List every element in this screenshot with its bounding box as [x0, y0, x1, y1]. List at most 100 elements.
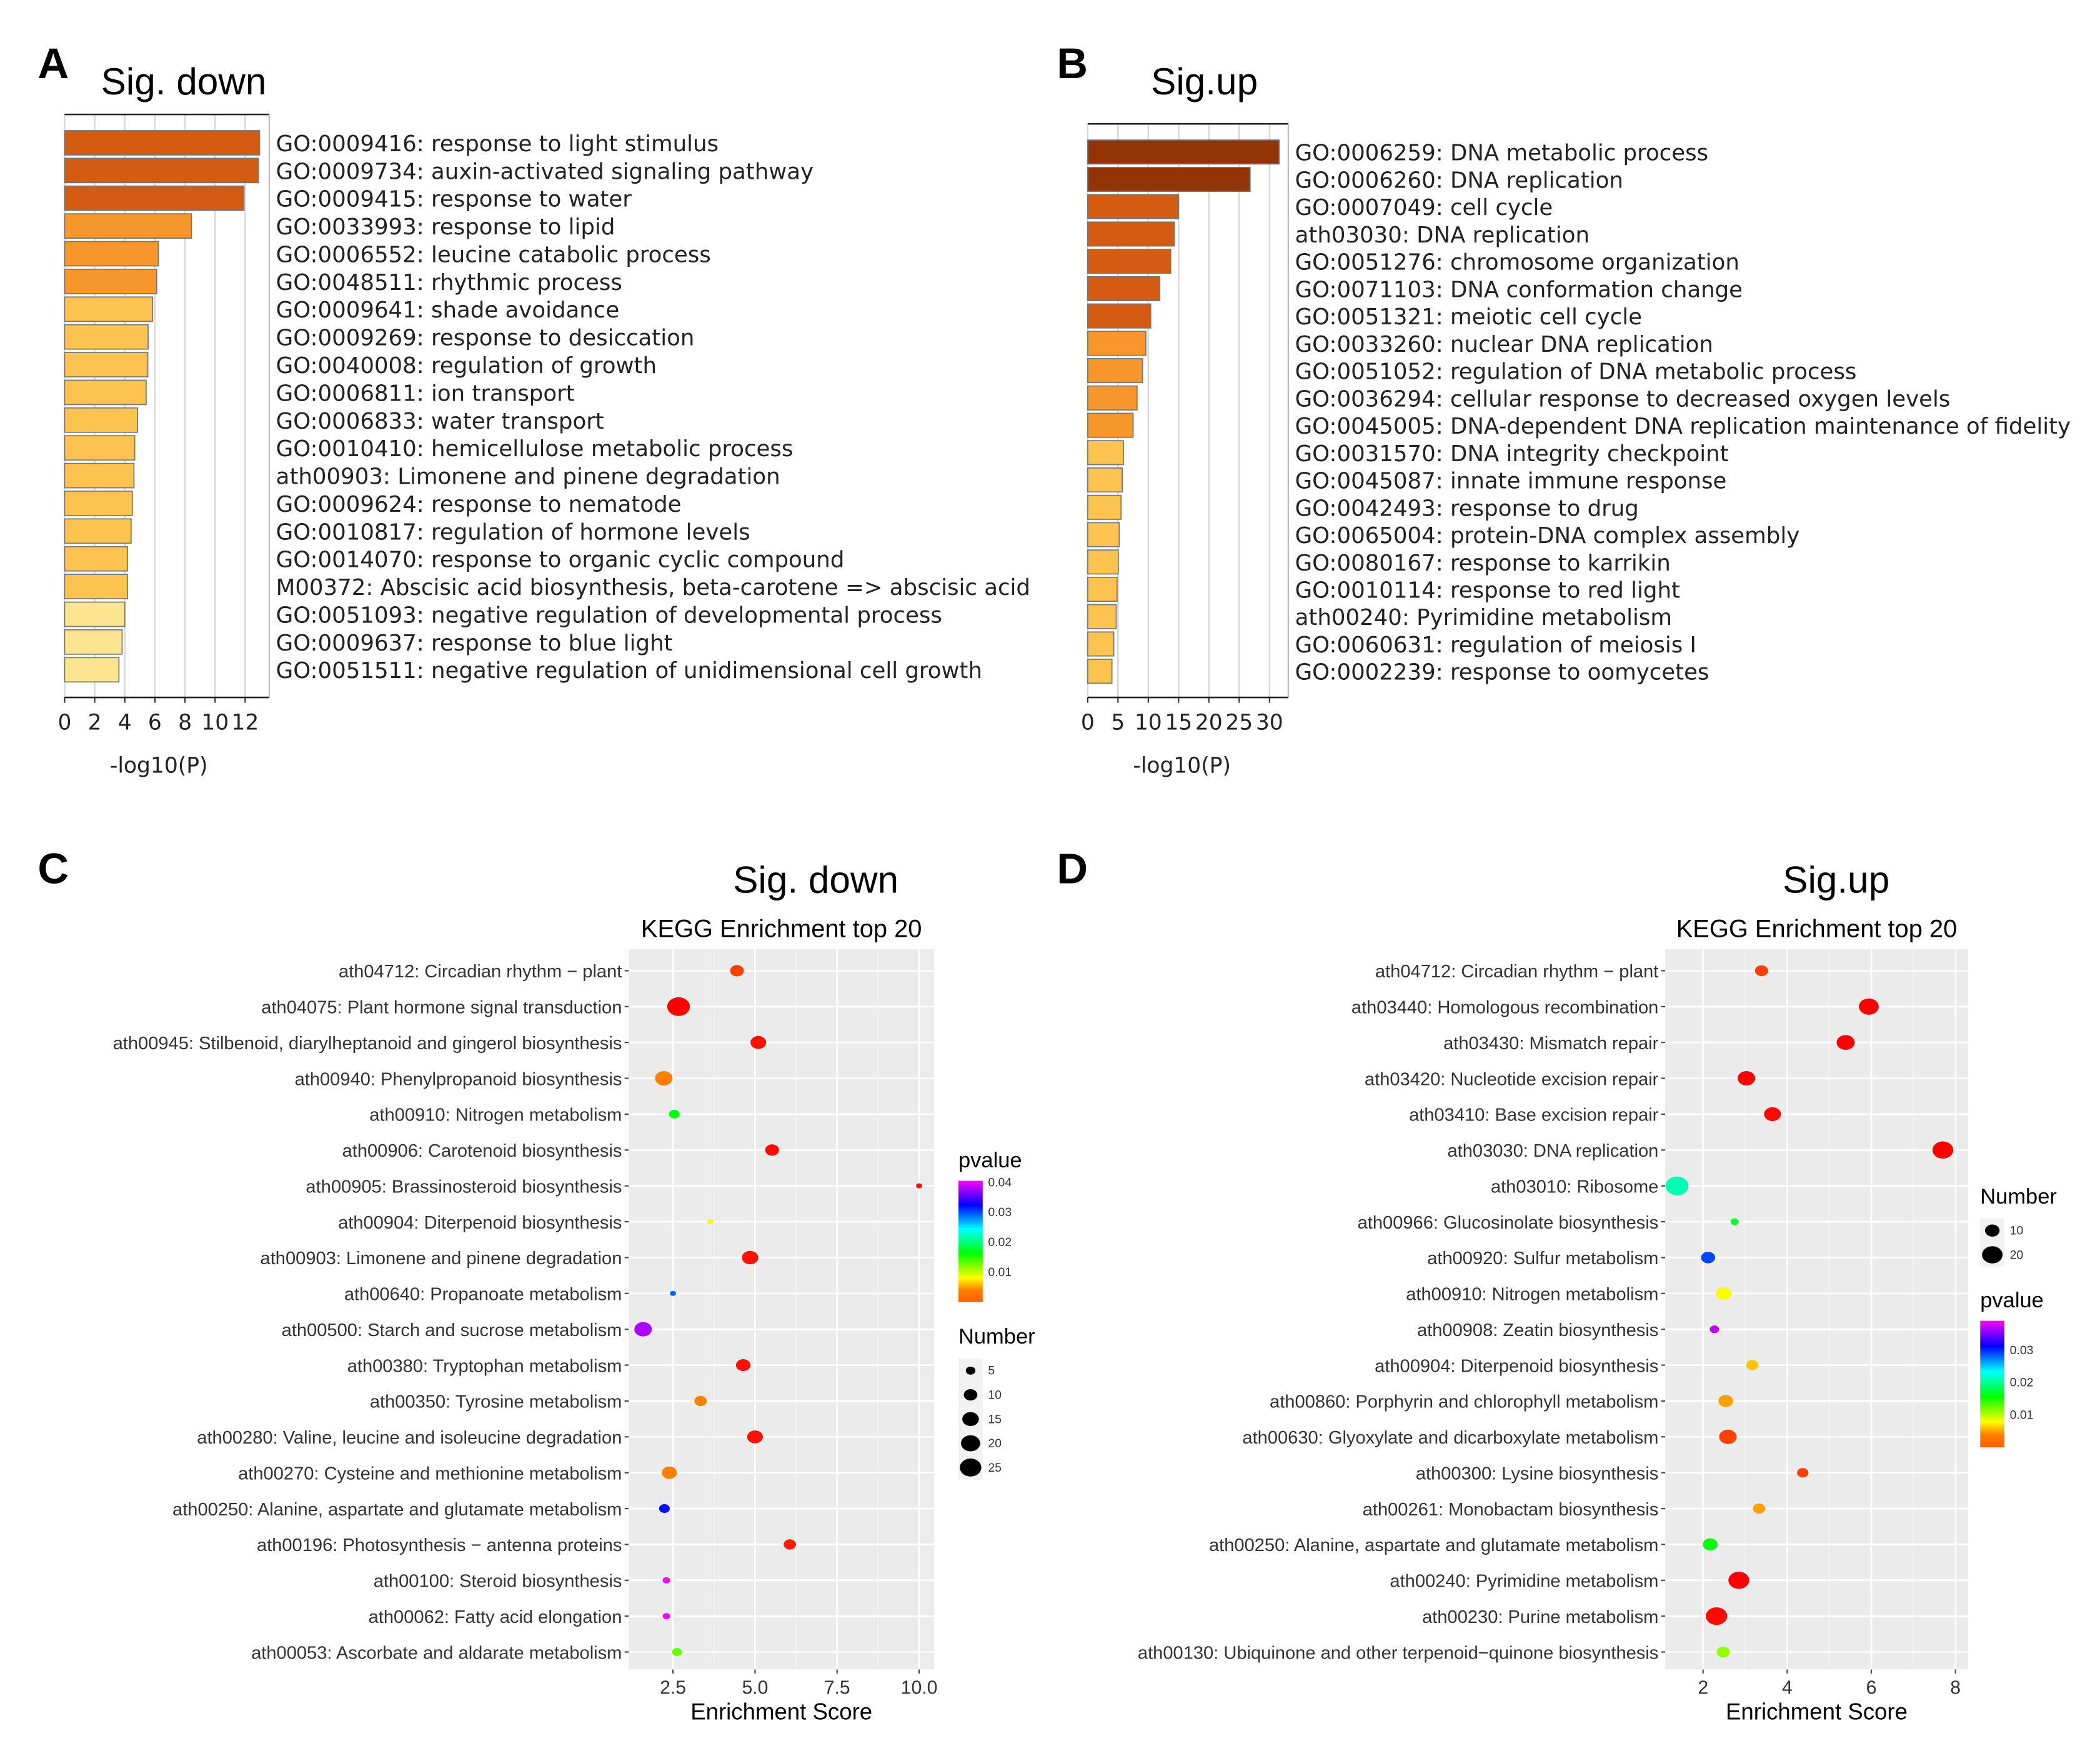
- data-point: [1753, 1503, 1766, 1514]
- bar: [1087, 440, 1124, 466]
- bar: [64, 352, 149, 377]
- y-tick-label: ath00920: Sulfur metabolism: [1427, 1249, 1658, 1269]
- data-point: [670, 1290, 677, 1296]
- bar-label: GO:0031570: DNA integrity checkpoint: [1295, 441, 1729, 467]
- pvalue-colorbar: [1980, 1320, 2005, 1448]
- y-tick-label: ath03410: Base excision repair: [1409, 1105, 1659, 1125]
- chart-title: Sig. down: [733, 858, 898, 900]
- bar-label: GO:0010410: hemicellulose metabolic proc…: [276, 436, 794, 462]
- bar: [64, 546, 128, 572]
- bar-label: GO:0009624: response to nematode: [276, 492, 682, 517]
- bar-label: ath03030: DNA replication: [1295, 222, 1590, 248]
- bar-label: GO:0006811: ion transport: [276, 381, 575, 406]
- plot-panel: [1665, 949, 1968, 1670]
- pvalue-legend-tick: 0.04: [988, 1175, 1012, 1189]
- y-tick-label: ath00910: Nitrogen metabolism: [369, 1105, 622, 1125]
- bar: [1087, 331, 1147, 356]
- data-point: [1728, 1572, 1749, 1589]
- bar: [1087, 303, 1152, 329]
- bar-label: GO:0033993: response to lipid: [276, 214, 615, 240]
- panel-a-bar-chart: Sig. down 0 2 4 6 8 10 12 GO:0009416: response t…: [57, 60, 1030, 779]
- y-tick-label: ath00250: Alanine, aspartate and glutama…: [1209, 1535, 1658, 1555]
- y-tick-label: ath04075: Plant hormone signal transduct…: [261, 998, 622, 1018]
- y-tick-label: ath03030: DNA replication: [1447, 1141, 1658, 1161]
- data-point: [662, 1613, 670, 1620]
- chart-subtitle: KEGG Enrichment top 20: [1676, 915, 1958, 943]
- bar-label: GO:0060631: regulation of meiosis I: [1295, 632, 1696, 658]
- number-legend-dot: [965, 1366, 976, 1375]
- bar: [1087, 659, 1113, 684]
- y-tick-label: ath04712: Circadian rhythm − plant: [339, 962, 622, 982]
- pvalue-legend-title: pvalue: [958, 1149, 1022, 1172]
- data-point: [1665, 1176, 1689, 1195]
- x-axis-title: -log10(P): [1133, 754, 1231, 779]
- data-point: [747, 1430, 764, 1444]
- y-tick-label: ath00910: Nitrogen metabolism: [1406, 1285, 1658, 1305]
- bar-label: GO:0009415: response to water: [276, 187, 632, 212]
- bar-label: GO:0036294: cellular response to decreas…: [1295, 386, 1951, 412]
- y-tick-label: ath00270: Cysteine and methionine metabo…: [238, 1464, 622, 1484]
- panel-label-d: D: [1057, 844, 1088, 892]
- number-legend-dot: [961, 1435, 980, 1452]
- data-point: [1836, 1035, 1855, 1050]
- bar-label: GO:0045005: DNA-dependent DNA replicatio…: [1295, 414, 2071, 439]
- bar: [64, 491, 133, 516]
- bar: [1087, 494, 1122, 520]
- bar-label: GO:0006833: water transport: [276, 409, 604, 434]
- x-tick-label: 4: [118, 711, 132, 736]
- data-point: [916, 1183, 923, 1189]
- x-tick-label: 20: [1195, 711, 1223, 736]
- y-tick-label: ath03010: Ribosome: [1491, 1177, 1658, 1197]
- data-point: [730, 965, 744, 977]
- bar: [64, 296, 154, 322]
- pvalue-colorbar: [958, 1180, 983, 1302]
- y-tick-label: ath00500: Starch and sucrose metabolism: [282, 1320, 622, 1340]
- y-tick-label: ath00300: Lysine biosynthesis: [1416, 1464, 1659, 1484]
- bar-label: GO:0048511: rhythmic process: [276, 270, 622, 296]
- x-tick-label: 2: [1698, 1677, 1708, 1698]
- pvalue-legend-tick: 0.01: [988, 1265, 1012, 1279]
- bar: [64, 157, 259, 184]
- x-tick-label: 10: [1135, 711, 1162, 736]
- x-axis-title: Enrichment Score: [690, 1699, 872, 1724]
- panel-label-a: A: [37, 39, 69, 87]
- pvalue-legend-tick: 0.03: [988, 1205, 1012, 1219]
- bar: [64, 601, 126, 627]
- data-point: [735, 1359, 751, 1372]
- bar: [1087, 221, 1175, 247]
- bar-label: GO:0033260: nuclear DNA replication: [1295, 332, 1713, 357]
- x-tick-label: 30: [1256, 711, 1283, 736]
- pvalue-legend-tick: 0.02: [2010, 1376, 2034, 1390]
- bar: [64, 241, 159, 267]
- bar-label: GO:0010114: response to red light: [1295, 577, 1680, 603]
- bar-label: GO:0051511: negative regulation of unidi…: [276, 658, 982, 684]
- y-tick-label: ath03440: Homologous recombination: [1351, 998, 1658, 1018]
- y-tick-label: ath00966: Glucosinolate biosynthesis: [1358, 1213, 1659, 1233]
- bar: [1087, 576, 1118, 602]
- data-point: [634, 1322, 652, 1337]
- y-tick-label: ath03430: Mismatch repair: [1443, 1034, 1659, 1054]
- y-tick-label: ath00130: Ubiquinone and other terpenoid…: [1138, 1643, 1658, 1663]
- x-axis-title: Enrichment Score: [1726, 1699, 1908, 1724]
- pvalue-legend-tick: 0.01: [2010, 1409, 2034, 1422]
- data-point: [1859, 998, 1879, 1015]
- panel-d-dot-plot: Sig.up KEGG Enrichment top 20 ath04712: Ci…: [1138, 858, 2057, 1724]
- number-legend-dot: [962, 1412, 979, 1426]
- data-point: [784, 1539, 796, 1550]
- panel-b-bar-chart: Sig.up 0 5 10 15 20 25 30 GO:0006259: DNA metabo…: [1081, 60, 2071, 779]
- x-tick-label: 0: [1081, 711, 1095, 736]
- bar: [1087, 412, 1134, 438]
- data-point: [672, 1648, 682, 1656]
- data-point: [669, 1109, 680, 1119]
- bar: [1087, 249, 1172, 274]
- bar-label: GO:0009269: response to desiccation: [276, 326, 695, 351]
- y-tick-label: ath00905: Brassinosteroid biosynthesis: [306, 1177, 622, 1197]
- y-tick-label: ath00196: Photosynthesis − antenna prote…: [257, 1535, 622, 1555]
- data-point: [1730, 1218, 1739, 1225]
- y-tick-label: ath00640: Propanoate metabolism: [344, 1285, 622, 1305]
- x-tick-label: 10.0: [901, 1677, 938, 1698]
- data-point: [662, 1577, 670, 1584]
- y-tick-label: ath00945: Stilbenoid, diarylheptanoid an…: [113, 1034, 622, 1054]
- bar-label: GO:0080167: response to karrikin: [1295, 551, 1671, 576]
